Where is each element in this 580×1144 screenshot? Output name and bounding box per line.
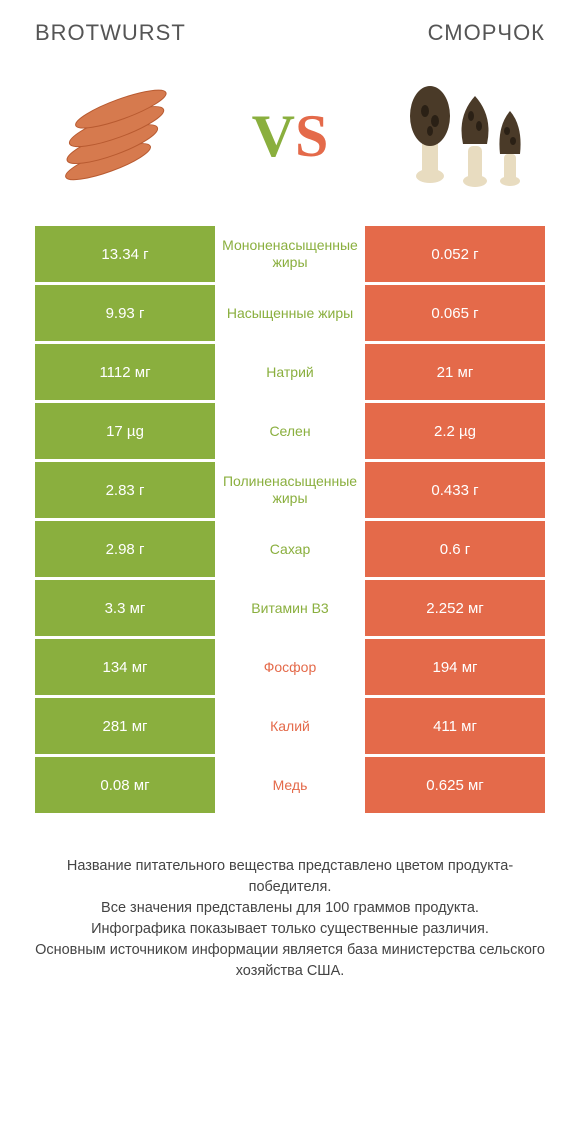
header: BROTWURST СМОРЧОК [0, 0, 580, 56]
vs-label: VS [252, 102, 329, 171]
right-value: 411 мг [365, 698, 545, 754]
footer-text: Название питательного вещества представл… [0, 816, 580, 1002]
nutrient-name: Калий [215, 698, 365, 754]
right-value: 0.065 г [365, 285, 545, 341]
left-value: 1112 мг [35, 344, 215, 400]
left-value: 134 мг [35, 639, 215, 695]
right-value: 194 мг [365, 639, 545, 695]
right-value: 2.252 мг [365, 580, 545, 636]
left-value: 281 мг [35, 698, 215, 754]
table-row: 13.34 гМононенасыщенные жиры0.052 г [35, 226, 545, 282]
right-value: 2.2 µg [365, 403, 545, 459]
left-value: 2.83 г [35, 462, 215, 518]
nutrient-name: Сахар [215, 521, 365, 577]
footer-line: Все значения представлены для 100 граммо… [35, 898, 545, 919]
nutrient-name: Мононенасыщенные жиры [215, 226, 365, 282]
table-row: 9.93 гНасыщенные жиры0.065 г [35, 285, 545, 341]
table-row: 281 мгКалий411 мг [35, 698, 545, 754]
table-row: 3.3 мгВитамин B32.252 мг [35, 580, 545, 636]
nutrient-name: Медь [215, 757, 365, 813]
comparison-table: 13.34 гМононенасыщенные жиры0.052 г9.93 … [0, 226, 580, 813]
footer-line: Инфографика показывает только существенн… [35, 919, 545, 940]
footer-line: Название питательного вещества представл… [35, 856, 545, 898]
right-value: 0.6 г [365, 521, 545, 577]
left-value: 9.93 г [35, 285, 215, 341]
nutrient-name: Натрий [215, 344, 365, 400]
nutrient-name: Насыщенные жиры [215, 285, 365, 341]
table-row: 17 µgСелен2.2 µg [35, 403, 545, 459]
vs-s: S [295, 103, 328, 169]
vs-v: V [252, 103, 295, 169]
right-title: СМОРЧОК [428, 20, 545, 46]
nutrient-name: Полиненасыщенные жиры [215, 462, 365, 518]
nutrient-name: Фосфор [215, 639, 365, 695]
right-value: 0.052 г [365, 226, 545, 282]
table-row: 0.08 мгМедь0.625 мг [35, 757, 545, 813]
left-value: 13.34 г [35, 226, 215, 282]
brotwurst-image [45, 76, 195, 196]
morel-image [385, 76, 535, 196]
table-row: 2.83 гПолиненасыщенные жиры0.433 г [35, 462, 545, 518]
nutrient-name: Селен [215, 403, 365, 459]
right-value: 21 мг [365, 344, 545, 400]
left-value: 17 µg [35, 403, 215, 459]
left-value: 2.98 г [35, 521, 215, 577]
nutrient-name: Витамин B3 [215, 580, 365, 636]
right-value: 0.433 г [365, 462, 545, 518]
table-row: 134 мгФосфор194 мг [35, 639, 545, 695]
footer-line: Основным источником информации является … [35, 940, 545, 982]
table-row: 2.98 гСахар0.6 г [35, 521, 545, 577]
left-value: 0.08 мг [35, 757, 215, 813]
images-row: VS [0, 56, 580, 226]
left-title: BROTWURST [35, 20, 186, 46]
left-value: 3.3 мг [35, 580, 215, 636]
table-row: 1112 мгНатрий21 мг [35, 344, 545, 400]
right-value: 0.625 мг [365, 757, 545, 813]
